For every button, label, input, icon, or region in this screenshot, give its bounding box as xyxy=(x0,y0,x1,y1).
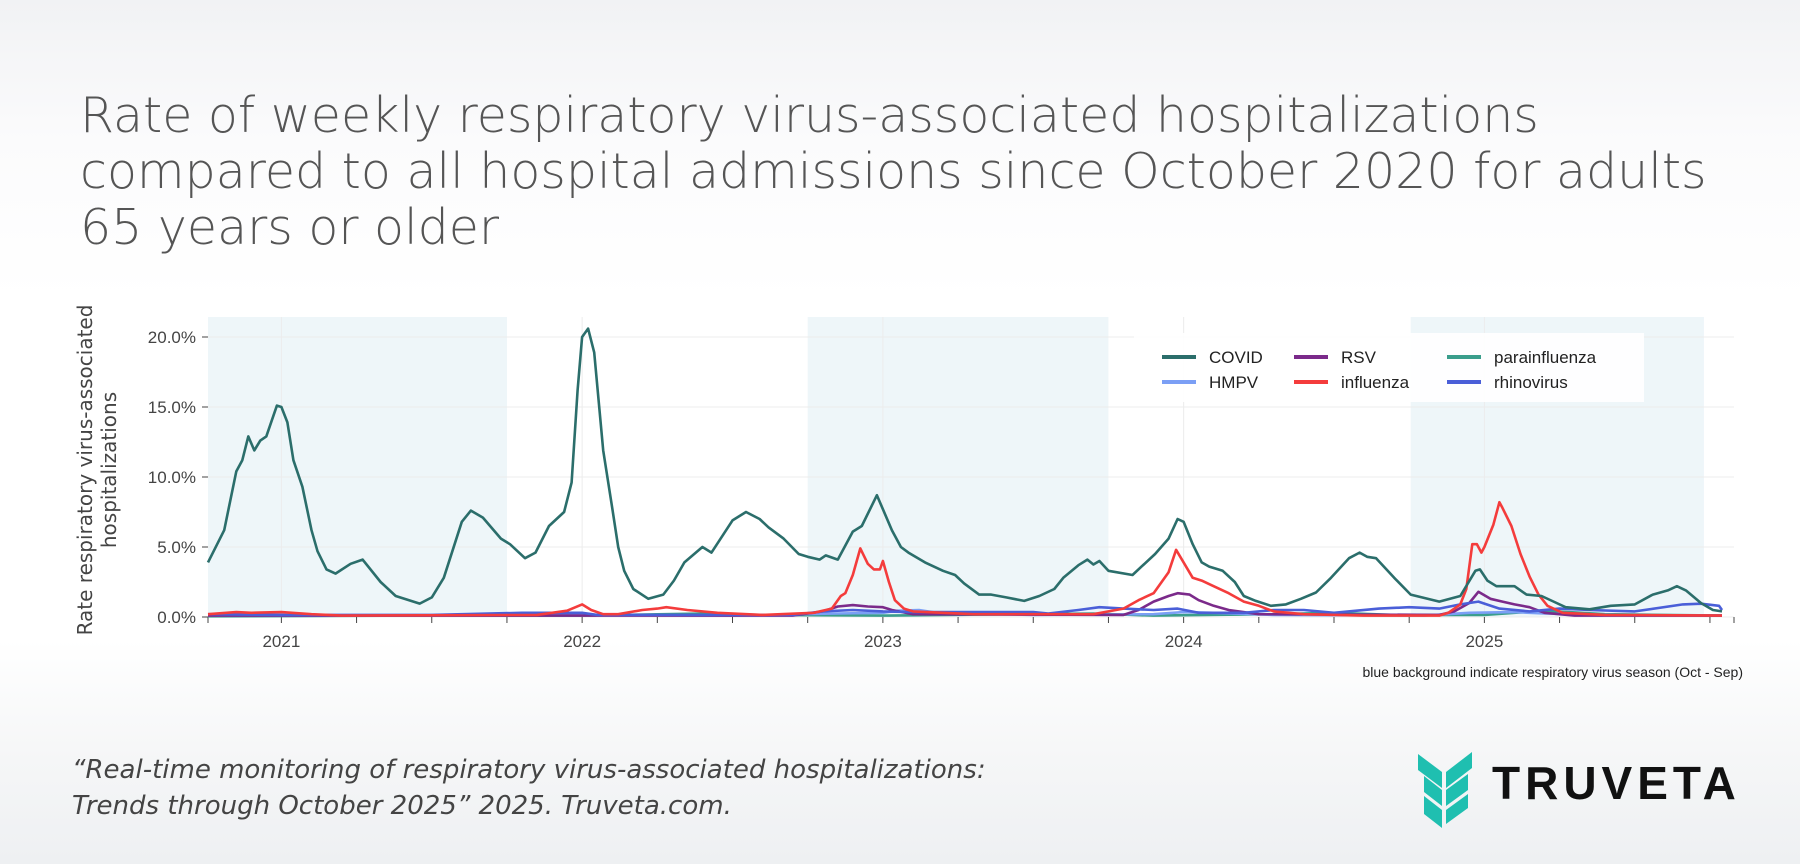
y-axis-title-line2: hospitalizations xyxy=(97,392,121,548)
truveta-logo-icon xyxy=(1418,752,1472,828)
x-tick-label: 2021 xyxy=(262,632,300,651)
x-tick-label: 2023 xyxy=(864,632,902,651)
y-axis-title-line1: Rate respiratory virus-associated xyxy=(73,305,97,636)
legend-label-hmpv: HMPV xyxy=(1209,373,1259,392)
season-band xyxy=(208,317,507,617)
y-tick-label: 20.0% xyxy=(148,328,196,347)
season-band xyxy=(807,317,1109,617)
truveta-logo: TRUVETA xyxy=(1416,736,1746,832)
citation-line-1: “Real-time monitoring of respiratory vir… xyxy=(72,755,986,785)
citation-line-2: Trends through October 2025” 2025. Truve… xyxy=(72,791,732,821)
legend-label-rsv: RSV xyxy=(1341,348,1377,367)
legend-box xyxy=(1134,333,1644,402)
x-tick-label: 2022 xyxy=(563,632,601,651)
legend-label-parainfluenza: parainfluenza xyxy=(1494,348,1597,367)
series-line-rsv xyxy=(208,590,1722,617)
x-tick-label: 2024 xyxy=(1165,632,1203,651)
season-annotation: blue background indicate respiratory vir… xyxy=(1362,664,1743,680)
y-tick-label: 0.0% xyxy=(157,608,196,627)
citation: “Real-time monitoring of respiratory vir… xyxy=(72,752,986,824)
axes: 0.0% 5.0% 10.0% 15.0% 20.0% 2021 2022 2023 2024 2… xyxy=(148,328,1735,651)
season-shading xyxy=(208,317,1704,617)
series-line-influenza xyxy=(207,500,1723,617)
legend-label-covid: COVID xyxy=(1209,348,1263,367)
x-tick-label: 2025 xyxy=(1465,632,1503,651)
series-line-covid xyxy=(206,327,1723,613)
legend-label-rhinovirus: rhinovirus xyxy=(1494,373,1568,392)
series-lines xyxy=(206,327,1724,618)
legend: COVID RSV parainfluenza HMPV influenza rhinov… xyxy=(1134,333,1644,402)
page-title: Rate of weekly respiratory virus-associa… xyxy=(80,87,1707,256)
y-tick-label: 15.0% xyxy=(148,398,196,417)
y-tick-label: 10.0% xyxy=(148,468,196,487)
truveta-logo-text: TRUVETA xyxy=(1492,757,1741,809)
legend-label-influenza: influenza xyxy=(1341,373,1410,392)
y-tick-label: 5.0% xyxy=(157,538,196,557)
